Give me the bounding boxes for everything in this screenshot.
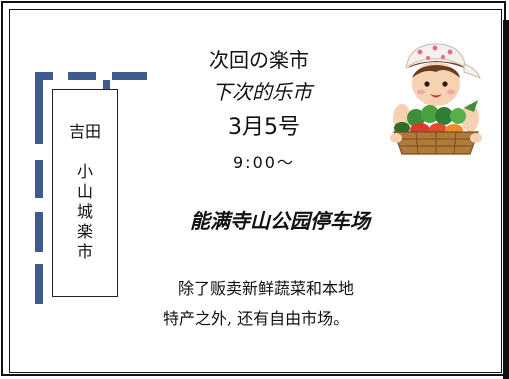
flag-top-segment-1 (35, 72, 53, 80)
flag-pole-segment-1 (35, 80, 43, 144)
flag-pole-segment-2 (35, 160, 43, 198)
sign-char: 市 (76, 242, 93, 261)
sign-char: 山 (76, 182, 93, 201)
title-japanese: 次回の楽市 (209, 48, 309, 72)
title-chinese: 下次的乐市 (212, 80, 312, 104)
sign-market-name: 小 山 城 楽 市 (53, 162, 117, 262)
flag-pole-segment-4 (35, 264, 43, 304)
right-edge-bar (503, 20, 509, 379)
sign-char: 小 (76, 162, 93, 181)
vendor-with-vegetable-basket-icon (380, 38, 488, 156)
market-date: 3月5号 (228, 115, 300, 140)
sign-char: 城 (76, 202, 93, 221)
description-line-1: 除了贩卖新鲜蔬菜和本地 (178, 279, 355, 298)
sign-char: 楽 (76, 222, 93, 241)
flag-pole-segment-3 (35, 212, 43, 252)
market-sign: 吉田 小 山 城 楽 市 (52, 89, 118, 297)
flag-top-segment-4 (103, 80, 110, 90)
flag-top-segment-3 (112, 72, 147, 80)
sign-name: 吉田 (68, 122, 101, 141)
description-line-2: 特产之外, 还有自由市场。 (163, 309, 350, 328)
market-time: 9:00～ (233, 153, 295, 172)
market-venue: 能满寺山公园停车场 (190, 209, 370, 233)
flag-top-segment-2 (68, 72, 96, 80)
inner-border (9, 9, 502, 373)
